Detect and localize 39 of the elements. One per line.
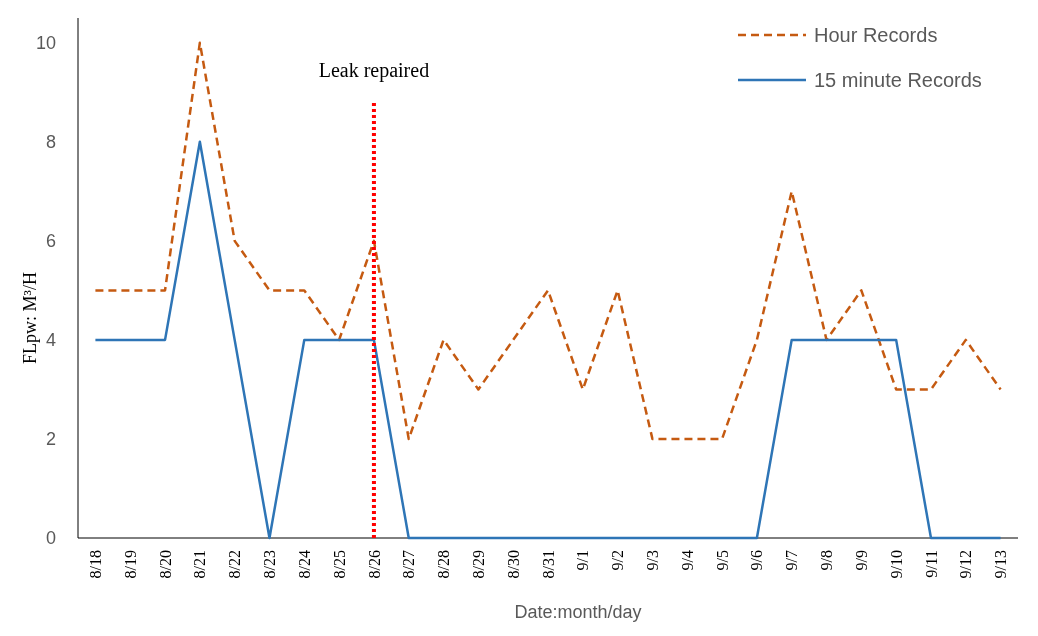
x-tick-label: 8/26	[365, 550, 383, 579]
x-tick-label: 9/10	[887, 550, 905, 579]
x-tick-label: 9/4	[678, 550, 696, 571]
x-tick-label: 8/25	[330, 550, 348, 579]
x-tick-label: 8/20	[156, 550, 174, 579]
legend-label: Hour Records	[814, 24, 938, 46]
y-tick-label: 4	[45, 330, 56, 351]
x-tick-label: 9/2	[609, 550, 627, 571]
x-tick-label: 8/23	[261, 550, 279, 579]
x-tick-label: 9/12	[957, 550, 975, 579]
ref-line-label: Leak repaired	[318, 59, 430, 83]
x-tick-label: 8/24	[295, 550, 313, 579]
x-tick-label: 9/11	[922, 550, 940, 578]
x-tick-label: 8/30	[504, 550, 522, 579]
x-tick-label: 8/29	[469, 550, 487, 579]
x-tick-label: 8/18	[87, 550, 105, 579]
x-axis-title: Date:month/day	[514, 602, 642, 622]
legend-label: 15 minute Records	[814, 69, 982, 91]
x-tick-label: 9/8	[818, 550, 836, 571]
y-axis-title: FLpw: M³/H	[20, 272, 40, 364]
x-tick-label: 9/13	[992, 550, 1010, 579]
y-tick-label: 2	[45, 429, 56, 450]
x-tick-label: 9/3	[644, 550, 662, 571]
x-tick-label: 9/7	[783, 550, 801, 571]
x-tick-label: 9/5	[713, 550, 731, 571]
x-tick-label: 9/6	[748, 550, 766, 571]
x-tick-label: 8/22	[226, 550, 244, 579]
y-tick-label: 6	[45, 231, 56, 252]
x-tick-label: 8/21	[191, 550, 209, 579]
line-series	[94, 41, 1002, 441]
x-tick-label: 8/19	[121, 550, 139, 579]
x-tick-label: 8/28	[435, 550, 453, 579]
y-tick-label: 10	[35, 33, 56, 54]
x-tick-label: 8/31	[539, 550, 557, 579]
y-tick-label: 8	[45, 132, 56, 153]
x-tick-label: 8/27	[400, 550, 418, 579]
x-tick-label: 9/1	[574, 550, 592, 571]
x-tick-label: 9/9	[852, 550, 870, 571]
y-tick-label: 0	[45, 528, 56, 549]
